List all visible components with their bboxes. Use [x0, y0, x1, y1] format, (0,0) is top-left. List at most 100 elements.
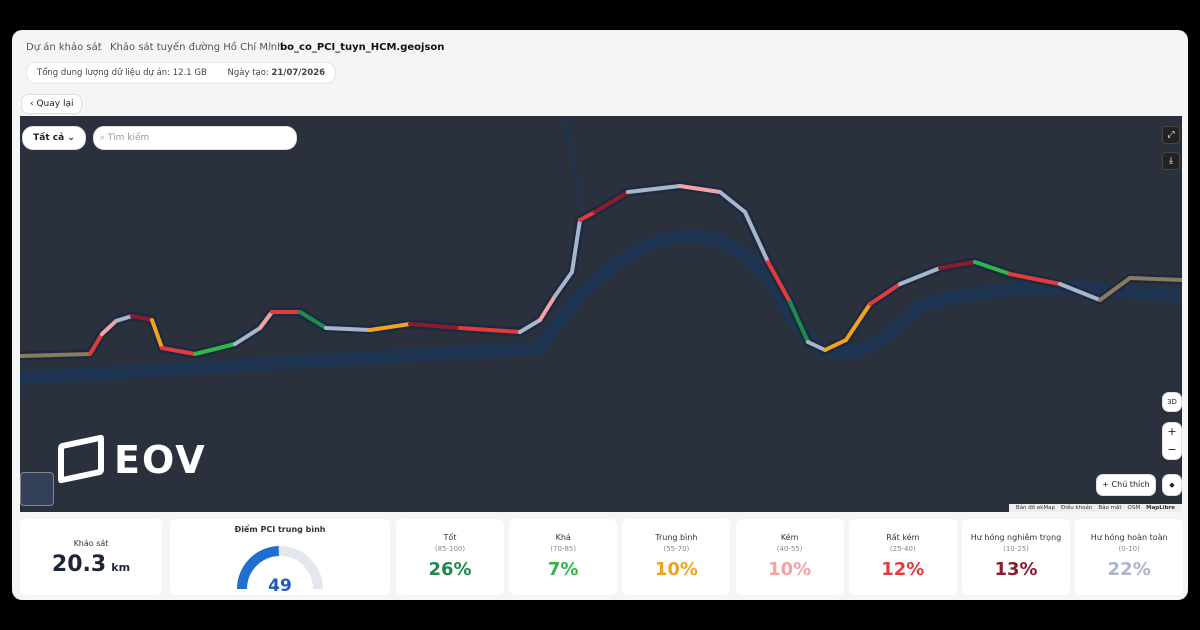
logo: EOV	[58, 434, 207, 484]
filter-dropdown[interactable]: Tất cả ⌄	[22, 126, 86, 150]
route-segment	[1008, 272, 1062, 286]
breadcrumb-item[interactable]: bo_co_PCI_tuyn_HCM.geojson	[280, 42, 445, 53]
map-canvas	[20, 116, 1182, 385]
route-segment	[938, 260, 977, 270]
route-segment	[298, 310, 328, 330]
breadcrumb-item[interactable]: Dự án khảo sát	[26, 42, 102, 53]
route-segment	[130, 314, 154, 322]
route-segment	[718, 190, 747, 214]
3d-button[interactable]: 3D	[1162, 392, 1182, 412]
breadcrumb-item[interactable]: Khảo sát tuyến đường Hồ Chí Minh	[110, 42, 284, 53]
route-segment	[408, 322, 462, 330]
attribution-item[interactable]: Điều khoản	[1061, 505, 1093, 511]
class-percent: 26%	[428, 559, 472, 580]
route-segment	[788, 300, 810, 344]
gauge-value: 49	[268, 576, 292, 595]
class-name: Khá	[555, 533, 571, 542]
class-percent: 22%	[1107, 559, 1151, 580]
pci-label: Điểm PCI trung bình	[234, 525, 326, 534]
route-segment	[806, 340, 827, 352]
route-segment	[578, 210, 597, 222]
class-card: Tốt (85-100) 26%	[396, 519, 504, 595]
route-segment	[114, 314, 134, 323]
route-segment	[160, 346, 197, 356]
route-segment	[593, 190, 630, 214]
class-card: Trung bình (55-70) 10%	[622, 519, 731, 595]
class-card: Hư hỏng nghiêm trọng (10-25) 13%	[962, 519, 1070, 595]
class-range: (70-85)	[550, 545, 577, 553]
route-segment	[324, 326, 372, 332]
back-label: Quay lại	[36, 99, 74, 109]
attribution-item[interactable]: OSM	[1127, 505, 1141, 511]
class-percent: 12%	[881, 559, 925, 580]
storage-info: Tổng dung lượng dữ liệu dự án: 12.1 GB	[37, 68, 207, 78]
search-placeholder: Tìm kiếm	[107, 133, 150, 143]
class-card: Kém (40-55) 10%	[735, 519, 844, 595]
fullscreen-button[interactable]: ⤢	[1162, 126, 1180, 144]
survey-length: 20.3 km	[20, 552, 162, 577]
survey-value: 20.3	[51, 552, 107, 577]
class-range: (25-40)	[889, 545, 916, 553]
route-segment	[368, 322, 412, 332]
route-segment	[518, 318, 542, 334]
logo-text: EOV	[114, 438, 207, 482]
class-name: Hư hỏng nghiêm trọng	[970, 533, 1062, 542]
class-range: (85-100)	[434, 545, 466, 553]
route-segment	[88, 332, 104, 356]
route-segment	[193, 342, 237, 356]
route-segment	[973, 260, 1012, 276]
class-name: Trung bình	[655, 533, 698, 542]
route-segment	[743, 210, 770, 264]
route-segment	[258, 310, 274, 330]
class-percent: 10%	[768, 559, 812, 580]
back-button[interactable]: ‹ Quay lại	[21, 94, 83, 114]
route-segment	[626, 184, 682, 194]
route-segment	[553, 270, 574, 298]
class-range: (0-10)	[1118, 545, 1140, 553]
class-card: Khá (70-85) 7%	[509, 519, 618, 595]
gauge-fill	[237, 546, 280, 590]
route-segment	[1098, 276, 1132, 302]
attribution-item[interactable]: Bảo mật	[1098, 505, 1122, 511]
minimap[interactable]	[20, 472, 54, 506]
route-segment	[538, 294, 557, 322]
class-range: (10-25)	[1003, 545, 1029, 553]
route-segment	[868, 282, 902, 306]
logo-icon	[58, 434, 104, 484]
survey-card: Khảo sát 20.3 km	[20, 519, 162, 595]
attribution-item[interactable]: MapLibre	[1146, 505, 1175, 511]
route-segment	[150, 318, 164, 350]
survey-unit: km	[111, 561, 131, 574]
route-segment	[844, 302, 872, 342]
route-segment	[766, 260, 792, 304]
route-segment	[823, 338, 848, 352]
legend-button[interactable]: + Chú thích	[1096, 474, 1156, 496]
pci-gauge: 49	[237, 546, 323, 595]
class-name: Kém	[780, 533, 799, 542]
legend-label: Chú thích	[1111, 480, 1150, 489]
class-percent: 10%	[654, 559, 698, 580]
map[interactable]: Tất cả ⌄ ⌕ Tìm kiếm ⤢ ⤓ 3D + − + Chú thíc…	[20, 116, 1182, 512]
route-segment	[100, 319, 118, 336]
download-button[interactable]: ⤓	[1162, 152, 1180, 170]
app-window: Dự án khảo sát / Khảo sát tuyến đường Hồ C…	[12, 30, 1188, 600]
attribution-item[interactable]: Bản đồ ekMap	[1015, 505, 1056, 511]
search-box[interactable]: ⌕ Tìm kiếm	[93, 126, 297, 150]
route-segment	[678, 184, 722, 194]
class-percent: 13%	[994, 559, 1038, 580]
info-pill: Tổng dung lượng dữ liệu dự án: 12.1 GB N…	[26, 62, 337, 84]
pci-card: Điểm PCI trung bình 49	[170, 519, 390, 595]
zoom-control[interactable]: + −	[1162, 422, 1182, 460]
route-segment	[20, 352, 92, 358]
breadcrumb-separator: /	[268, 42, 272, 53]
route-segment	[1128, 276, 1182, 282]
class-range: (55-70)	[663, 545, 690, 553]
class-name: Hư hỏng hoàn toàn	[1090, 533, 1168, 542]
class-card: Hư hỏng hoàn toàn (0-10) 22%	[1075, 519, 1184, 595]
layer-button[interactable]: ◆	[1162, 474, 1182, 496]
breadcrumb-separator: /	[98, 42, 102, 53]
route-segment	[898, 266, 942, 286]
survey-label: Khảo sát	[73, 539, 109, 548]
route-segment	[570, 218, 582, 274]
